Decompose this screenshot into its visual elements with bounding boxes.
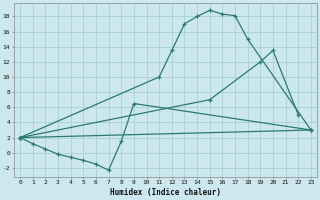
X-axis label: Humidex (Indice chaleur): Humidex (Indice chaleur) (110, 188, 221, 197)
